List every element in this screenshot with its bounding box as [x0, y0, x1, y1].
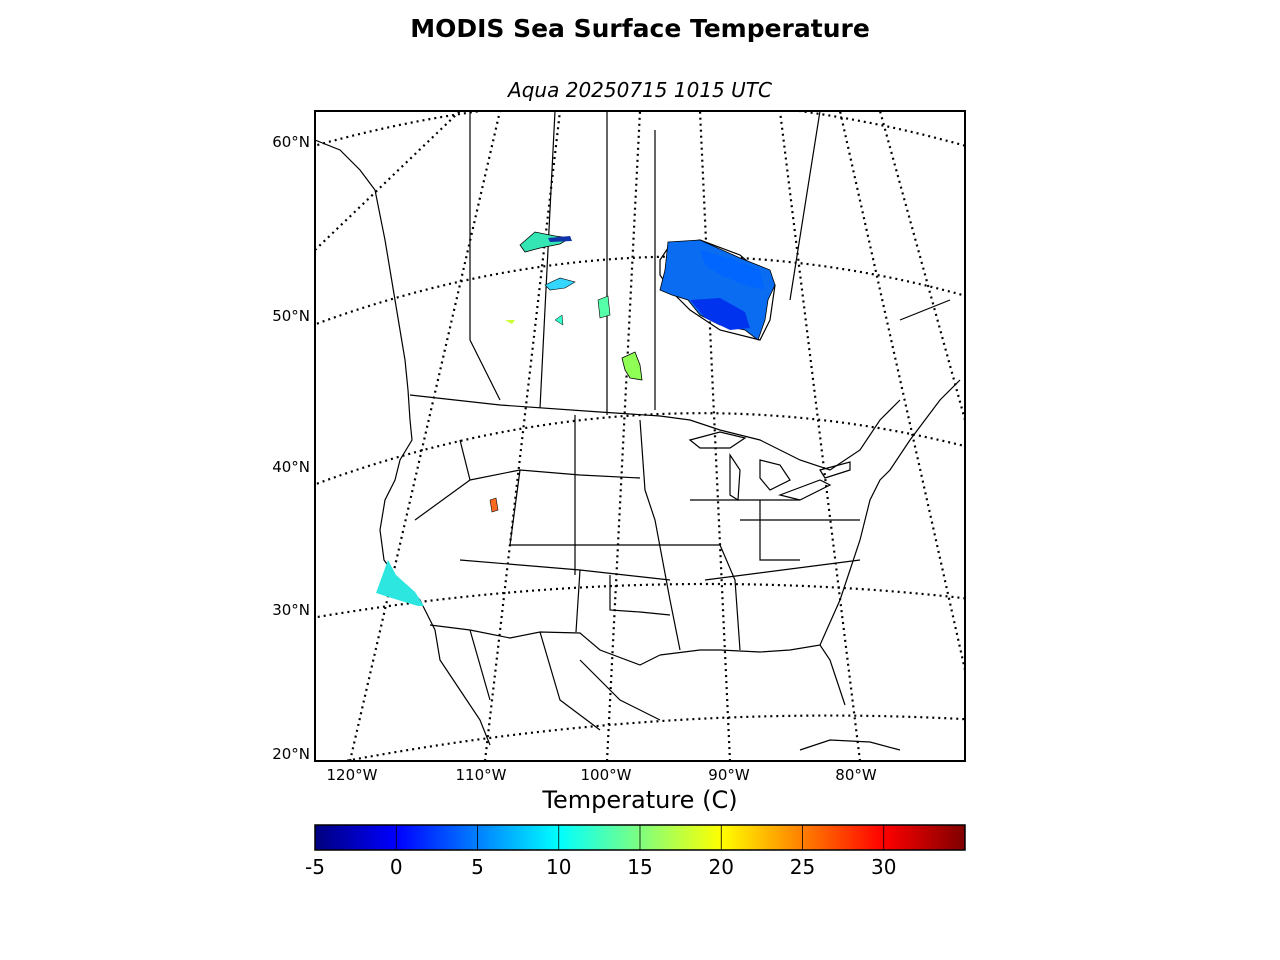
- sst-layer: [376, 231, 776, 606]
- lat-labels: 60°N 50°N 40°N 30°N 20°N: [272, 133, 310, 763]
- colorbar-tick-label: 20: [709, 855, 734, 879]
- lat-label-50: 50°N: [272, 307, 310, 325]
- colorbar-label: Temperature (C): [542, 786, 738, 814]
- lon-label-120: 120°W: [327, 766, 378, 784]
- map-content: [315, 111, 965, 761]
- lon-label-100: 100°W: [581, 766, 632, 784]
- lon-label-90: 90°W: [708, 766, 750, 784]
- figure-subtitle: Aqua 20250715 1015 UTC: [508, 78, 772, 102]
- map-frame: [314, 110, 966, 762]
- figure-title: MODIS Sea Surface Temperature: [410, 14, 870, 43]
- sst-pacific-california: [376, 560, 424, 606]
- colorbar-tick-label: 5: [471, 855, 484, 879]
- gulf-coastline: [659, 644, 846, 706]
- meridian-100: [605, 111, 642, 761]
- parallel-50: [315, 255, 965, 326]
- lon-labels: 120°W 110°W 100°W 90°W 80°W: [327, 766, 877, 784]
- colorbar-separators: [395, 825, 885, 850]
- sst-small-lake-1: [505, 320, 515, 324]
- sst-hudson-bay-east: [700, 250, 765, 290]
- sst-lake-winnipeg: [621, 351, 643, 381]
- parallel-20: [339, 714, 965, 761]
- sst-james-bay: [690, 298, 750, 330]
- sst-small-lake-2: [554, 314, 564, 326]
- parallel-30: [315, 582, 965, 619]
- colorbar-tick-label: 25: [790, 855, 815, 879]
- colorbar: -5 0 5 10 15 20 25 30: [305, 824, 966, 879]
- lon-label-80: 80°W: [835, 766, 877, 784]
- coastlines-borders: [315, 111, 961, 751]
- sst-lake-manitoba: [597, 295, 611, 319]
- sst-lake-athabasca-east: [548, 236, 572, 242]
- cuba: [799, 739, 901, 751]
- lat-label-20: 20°N: [272, 745, 310, 763]
- colorbar-tick-label: 10: [546, 855, 571, 879]
- map-background: [315, 111, 965, 761]
- colorbar-tick-label: 15: [627, 855, 652, 879]
- us-canada-border: [409, 394, 901, 471]
- colorbar-tick-label: 30: [871, 855, 896, 879]
- lat-label-40: 40°N: [272, 458, 310, 476]
- lat-label-60: 60°N: [272, 133, 310, 151]
- colorbar-tick-label: -5: [305, 855, 325, 879]
- lon-label-110: 110°W: [456, 766, 507, 784]
- us-mexico-border: [429, 624, 661, 666]
- meridian-80: [778, 111, 862, 761]
- colorbar-frame: [314, 824, 966, 851]
- meridian-110: [483, 111, 562, 761]
- meridian-90: [698, 111, 732, 761]
- lake-superior: [688, 431, 747, 449]
- sst-great-salt-lake: [489, 497, 499, 513]
- lake-huron: [759, 459, 791, 491]
- lake-erie: [777, 479, 832, 501]
- colorbar-tick-label: 0: [390, 855, 403, 879]
- lake-ontario: [819, 461, 851, 479]
- sst-lakes-sask: [544, 277, 576, 291]
- pacific-coastline: [315, 139, 491, 746]
- state-lines: [414, 415, 861, 651]
- colorbar-ticks: -5 0 5 10 15 20 25 30: [305, 855, 896, 879]
- atlantic-coastline: [819, 379, 961, 646]
- lat-label-30: 30°N: [272, 601, 310, 619]
- mexico-lines: [469, 629, 661, 731]
- province-lines: [469, 111, 951, 415]
